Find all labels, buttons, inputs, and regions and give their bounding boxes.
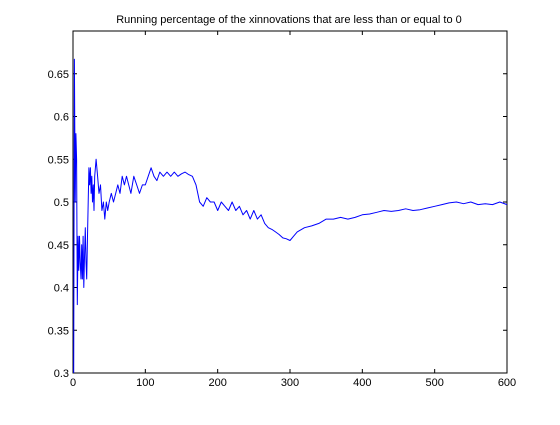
y-tick-label: 0.35 <box>48 325 69 337</box>
series-line <box>73 58 508 374</box>
x-tick-label: 500 <box>425 377 443 389</box>
chart-title: Running percentage of the xinnovations t… <box>116 14 462 26</box>
x-tick-label: 0 <box>70 377 76 389</box>
y-tick-label: 0.45 <box>48 240 69 252</box>
x-tick-label: 300 <box>281 377 299 389</box>
y-tick-label: 0.3 <box>54 368 69 380</box>
x-tick-label: 600 <box>498 377 516 389</box>
x-tick-label: 100 <box>136 377 154 389</box>
y-tick-label: 0.4 <box>54 283 69 295</box>
y-tick-label: 0.5 <box>54 197 69 209</box>
plot-frame <box>72 30 508 374</box>
y-tick-label: 0.6 <box>54 112 69 124</box>
y-tick-label: 0.65 <box>48 69 69 81</box>
y-tick-label: 0.55 <box>48 154 69 166</box>
x-tick-label: 400 <box>353 377 371 389</box>
x-tick-label: 200 <box>208 377 226 389</box>
